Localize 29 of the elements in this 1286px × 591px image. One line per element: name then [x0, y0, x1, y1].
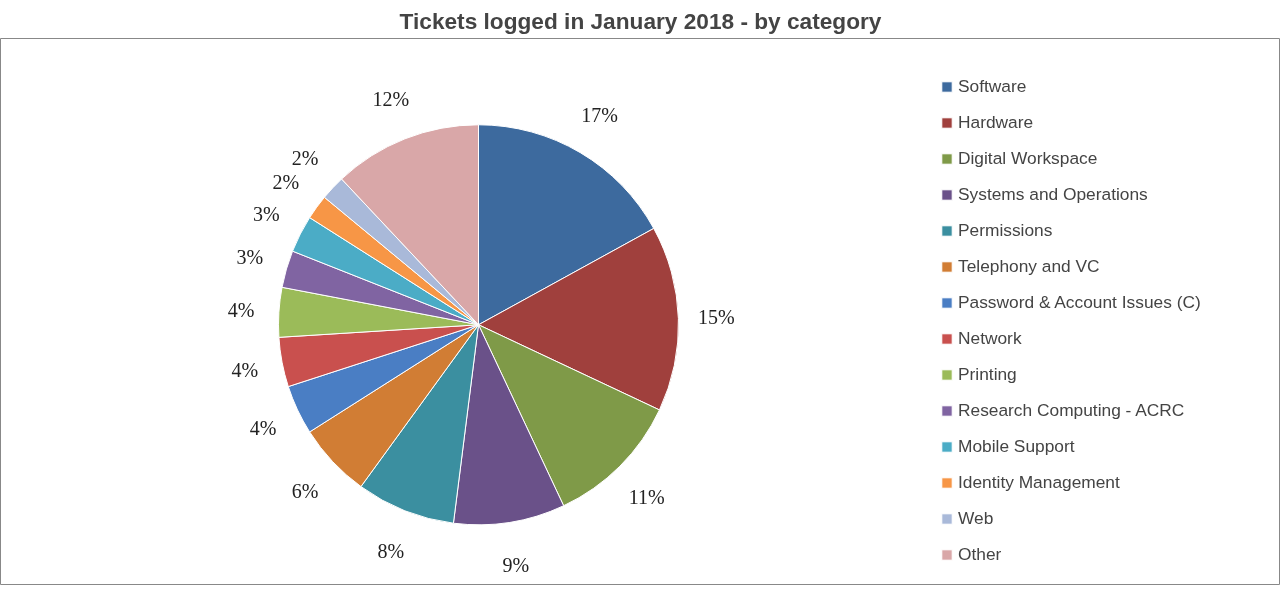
legend-label: Permissions — [958, 220, 1053, 241]
data-label: 2% — [291, 147, 319, 170]
data-label: 3% — [253, 203, 280, 226]
legend-label: Hardware — [958, 112, 1034, 133]
data-label: 4% — [231, 359, 259, 382]
legend-label: Software — [958, 76, 1027, 97]
legend-label: Password & Account Issues (C) — [958, 292, 1201, 313]
data-label: 11% — [628, 485, 665, 508]
data-label: 15% — [698, 306, 735, 329]
data-label: 2% — [272, 170, 300, 193]
data-label: 12% — [372, 87, 410, 110]
legend-label: Digital Workspace — [958, 148, 1098, 169]
legend-label: Network — [958, 328, 1022, 349]
data-label: 4% — [227, 298, 255, 321]
legend-label: Printing — [958, 364, 1017, 385]
legend-label: Systems and Operations — [958, 184, 1148, 205]
chart-title: Tickets logged in January 2018 - by category — [399, 7, 882, 34]
legend-label: Telephony and VC — [958, 256, 1100, 277]
data-label: 17% — [581, 104, 618, 127]
legend-label: Mobile Support — [958, 436, 1075, 457]
legend-label: Identity Management — [958, 472, 1120, 493]
data-label: 3% — [236, 245, 264, 268]
data-label: 8% — [377, 540, 405, 563]
data-label: 9% — [502, 554, 530, 577]
legend-label: Other — [958, 544, 1002, 565]
legend-label: Web — [958, 508, 994, 529]
data-label: 4% — [249, 417, 277, 440]
legend-label: Research Computing - ACRC — [958, 400, 1185, 421]
data-label: 6% — [291, 480, 319, 503]
